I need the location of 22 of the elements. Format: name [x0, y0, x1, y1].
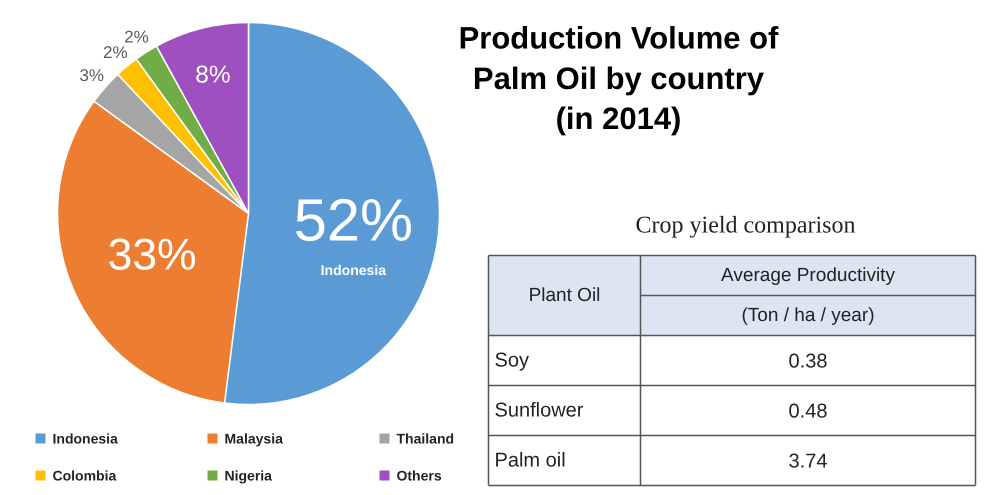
data-label: 0.48 — [788, 400, 828, 422]
slice-label: Indonesia — [320, 262, 386, 278]
category-label: Sunflower — [494, 400, 584, 422]
data-label: 3.74 — [788, 450, 828, 472]
category-label: Soy — [494, 350, 529, 372]
text: Plant Oil — [528, 285, 600, 306]
legend-label: Thailand — [396, 430, 454, 446]
legend-label: Nigeria — [224, 468, 272, 484]
data-label: 0.38 — [788, 350, 828, 372]
legend-label: Colombia — [52, 468, 116, 484]
legend-label: Indonesia — [52, 430, 118, 446]
text: Crop yield comparison — [636, 212, 856, 238]
legend-label: Malaysia — [224, 430, 284, 446]
text: Production Volume of Palm Oil by country (in 2014) — [458, 20, 780, 136]
category-label: Palm oil — [494, 450, 566, 472]
text: Average Productivity — [721, 265, 896, 286]
text: (Ton / ha / year) — [741, 305, 875, 326]
data-label: 33% — [108, 230, 197, 280]
data-label: 52% — [294, 186, 413, 254]
data-label: 3% — [79, 66, 104, 85]
legend-label: Others — [396, 468, 442, 484]
data-label: 8% — [195, 61, 231, 88]
